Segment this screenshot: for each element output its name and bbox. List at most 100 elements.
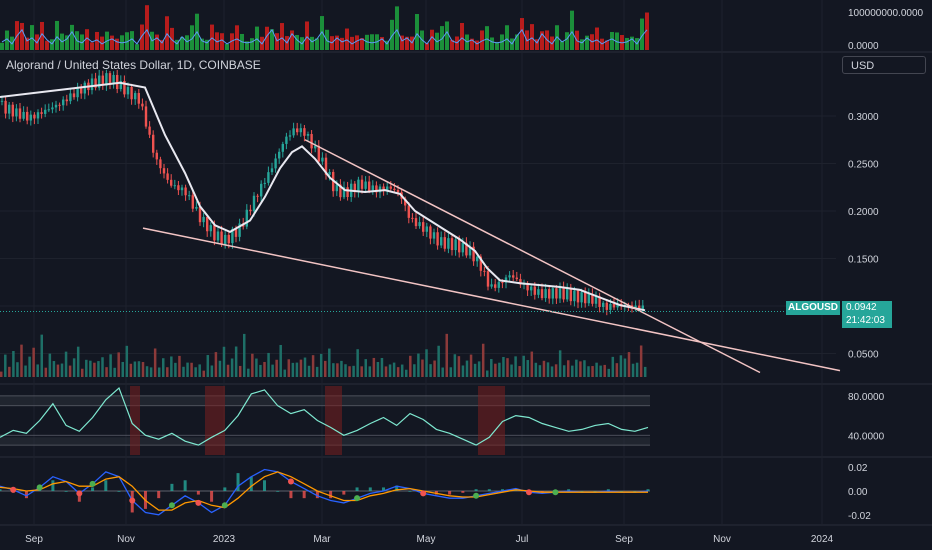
candle-body (69, 93, 72, 102)
macd-histogram-bar (249, 476, 253, 491)
candle-body (170, 179, 173, 186)
candle-body (105, 73, 108, 86)
candle-body (8, 104, 11, 114)
volume-bar (542, 360, 546, 377)
candle-body (357, 179, 360, 192)
top-volume-bar (605, 40, 609, 50)
candle-body (386, 186, 389, 191)
macd-cross-dot (420, 490, 427, 497)
top-volume-bar (610, 31, 614, 50)
y-tick-label: 0.0500 (848, 350, 879, 361)
macd-histogram-bar (170, 483, 174, 491)
currency-select[interactable]: USD (842, 56, 926, 74)
volume-bar (182, 366, 185, 377)
macd-histogram-bar (620, 491, 624, 492)
volume-bar (396, 367, 400, 377)
candle-body (238, 223, 241, 237)
volume-bar (243, 333, 246, 377)
volume-bar (465, 360, 469, 377)
candle-body (526, 283, 529, 291)
candle-body (558, 287, 562, 299)
macd-histogram-bar (183, 480, 187, 491)
candle-body (36, 112, 40, 119)
candle-body (490, 284, 493, 287)
volume-bar (137, 361, 141, 377)
candle-body (216, 231, 220, 241)
candle-body (512, 275, 515, 278)
volume-bar (461, 365, 465, 377)
volume-bar (283, 369, 286, 377)
candle-body (18, 108, 22, 119)
volume-bar (12, 351, 15, 377)
macd-histogram-bar (0, 489, 2, 491)
top-volume-bar (470, 38, 474, 50)
macd-cross-dot (36, 484, 43, 491)
rsi-line (0, 386, 649, 446)
candle-body (497, 282, 500, 288)
volume-bar (332, 363, 335, 377)
macd-cross-dot (552, 489, 559, 496)
top-volume-bar (405, 36, 409, 50)
volume-bar (473, 363, 477, 377)
macd-histogram-bar (157, 491, 161, 499)
symbol-title[interactable]: Algorand / United States Dollar, 1D, COI… (6, 58, 261, 72)
candle-body (393, 188, 396, 191)
volume-bar (413, 364, 416, 377)
volume-bar (583, 360, 586, 377)
candle-body (188, 195, 191, 197)
candle-body (324, 157, 328, 175)
candle-body (252, 195, 256, 212)
candle-body (274, 158, 277, 169)
candle-body (335, 184, 338, 192)
macd-histogram-bar (606, 489, 610, 491)
top-volume-bar (5, 30, 9, 50)
top-volume-bar (615, 32, 619, 50)
candle-body (119, 80, 122, 90)
volume-bar (388, 364, 392, 377)
volume-bar (615, 363, 619, 377)
candle-body (180, 187, 184, 191)
candle-body (224, 234, 227, 245)
volume-bar (567, 360, 570, 377)
top-volume-bar (255, 26, 259, 50)
volume-bar (571, 365, 574, 377)
macd-histogram-bar (474, 489, 478, 491)
volume-bar (255, 358, 258, 377)
candle-body (476, 256, 479, 262)
volume-bar (287, 359, 291, 377)
volume-bar (607, 368, 610, 377)
candle-body (137, 93, 140, 104)
volume-bar (603, 364, 606, 377)
candle-body (465, 242, 468, 256)
candle-body (285, 136, 288, 144)
volume-bar (311, 355, 315, 377)
top-volume-bar (475, 40, 479, 50)
top-volume-bar (280, 23, 284, 50)
candle-body (544, 289, 547, 299)
volume-bar (319, 353, 323, 377)
volume-bar (129, 363, 133, 377)
volume-bar (417, 353, 420, 377)
candle-body (342, 187, 346, 198)
volume-bar (425, 349, 428, 377)
top-volume-bar (125, 32, 129, 50)
top-volume-bar (25, 37, 29, 50)
top-volume-bar (400, 35, 404, 50)
top-volume-bar (395, 6, 399, 51)
top-volume-bar (205, 39, 209, 50)
top-volume-bar (345, 28, 349, 50)
top-volume-bar (585, 35, 589, 50)
volume-bar (303, 357, 307, 377)
volume-bar (202, 370, 205, 377)
volume-bar (85, 359, 88, 377)
macd-histogram-bar (501, 489, 505, 491)
candle-body (346, 187, 349, 197)
candle-body (80, 87, 83, 94)
volume-bar (149, 367, 153, 377)
candle-body (4, 100, 7, 114)
y-tick-label: 0.1500 (848, 255, 879, 266)
volume-bar (48, 353, 52, 377)
macd-histogram-bar (196, 491, 200, 495)
volume-bar (44, 367, 48, 377)
volume-bar (113, 367, 116, 377)
